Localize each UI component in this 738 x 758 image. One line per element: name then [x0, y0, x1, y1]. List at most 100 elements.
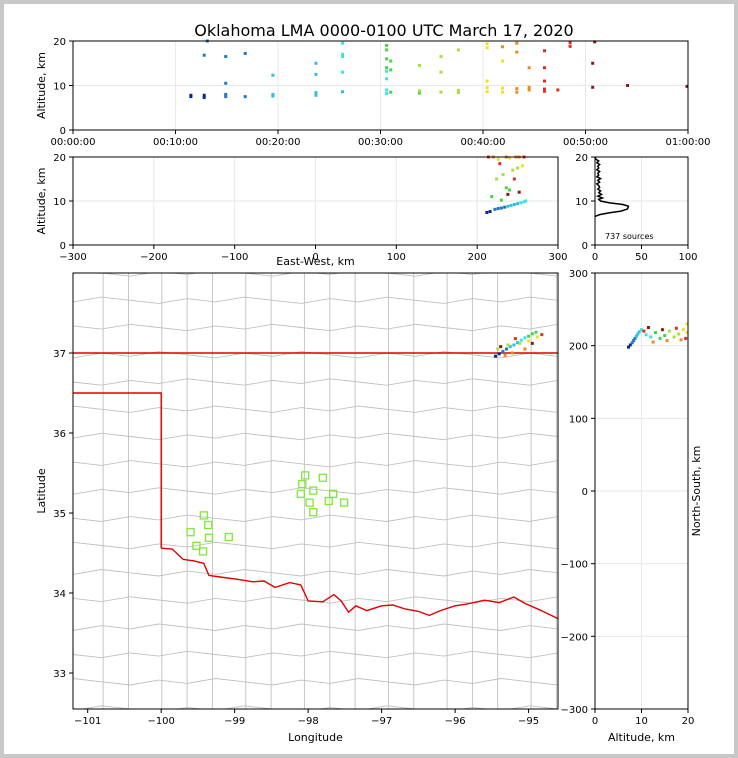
- alt-histogram-ytick-label: 10: [575, 197, 588, 208]
- alt-ew-point: [498, 162, 502, 166]
- county-boundary: [73, 569, 558, 577]
- county-boundary: [73, 432, 558, 441]
- plan-view-point: [513, 337, 517, 341]
- state-boundary: [161, 547, 558, 620]
- ns-alt-point: [674, 326, 678, 330]
- alt-time-point: [543, 66, 546, 70]
- alt-time-point: [515, 50, 519, 54]
- ns-alt-ytick-label: 200: [569, 342, 588, 353]
- plan-view-point: [530, 332, 534, 336]
- alt-time-point: [314, 91, 318, 95]
- ns-alt-point: [632, 339, 636, 343]
- alt-ew-point: [499, 198, 503, 202]
- alt-ew-point: [524, 199, 528, 203]
- alt-time-point: [500, 59, 504, 63]
- ns-alt-xtick-label: 0: [592, 716, 598, 727]
- plan-view-point: [535, 335, 539, 339]
- alt-ew-xtick-label: 300: [548, 252, 567, 263]
- plan-view-point: [516, 341, 520, 345]
- plan-view-xtick-label: −98: [298, 716, 319, 727]
- alt-time-point: [500, 90, 504, 94]
- alt-ew-ytick-label: 10: [53, 197, 66, 208]
- ns-alt-point: [658, 336, 662, 340]
- alt-time-ylabel: Altitude, km: [35, 52, 48, 119]
- station-marker: [186, 528, 195, 537]
- ns-alt-point: [679, 338, 683, 342]
- alt-ew-point: [503, 205, 507, 209]
- county-boundary: [73, 405, 558, 413]
- alt-time-point: [591, 61, 595, 65]
- ns-alt-point: [649, 335, 653, 339]
- alt-time-point: [543, 87, 546, 91]
- station-marker: [324, 496, 333, 506]
- plan-view-points: [494, 330, 544, 358]
- station-marker: [224, 532, 233, 542]
- ns-alt-point: [646, 326, 650, 329]
- alt-time-point: [385, 69, 389, 73]
- alt-time-point: [685, 84, 689, 88]
- alt-time-point: [341, 52, 345, 56]
- alt-time-point: [456, 88, 460, 92]
- alt-ew-point: [508, 156, 511, 160]
- alt-time-point: [543, 79, 546, 83]
- lma-stations: [186, 471, 349, 556]
- station-marker: [318, 473, 327, 482]
- ns-alt-point: [660, 328, 664, 332]
- alt-time-point: [341, 41, 345, 45]
- alt-time-point: [543, 89, 546, 93]
- plan-view-xtick-label: −95: [518, 716, 539, 727]
- ns-alt-point: [665, 339, 669, 343]
- ns-alt-ytick-label: 0: [582, 487, 588, 498]
- county-boundary: [73, 541, 558, 550]
- alt-time-point: [485, 79, 489, 83]
- alt-time-ytick-label: 10: [53, 82, 66, 93]
- alt-ew-point: [493, 207, 497, 211]
- alt-time-point: [527, 85, 531, 89]
- ns-alt-point: [684, 336, 688, 340]
- station-marker: [309, 508, 318, 517]
- alt-time-point: [385, 77, 389, 81]
- alt-ew-point: [519, 201, 523, 205]
- alt-time-point: [626, 84, 630, 87]
- county-boundary: [73, 678, 558, 686]
- plan-view-xtick-label: −100: [147, 716, 174, 727]
- station-marker: [204, 533, 214, 542]
- alt-time-point: [485, 90, 489, 94]
- alt-time-point: [439, 55, 443, 59]
- source-count-label: 737 sources: [605, 232, 654, 241]
- alt-time-point: [224, 55, 228, 59]
- plan-view-point: [494, 354, 498, 358]
- alt-ew-point: [516, 202, 520, 206]
- alt-time-xtick-label: 00:30:00: [358, 137, 403, 148]
- plan-view-point: [505, 347, 509, 351]
- plan-view-point: [527, 334, 531, 338]
- station-marker: [192, 541, 201, 550]
- county-boundary: [73, 460, 558, 468]
- alt-ew-point: [512, 203, 516, 207]
- alt-ew-xtick-label: −200: [140, 252, 167, 263]
- alt-time-point: [202, 96, 206, 100]
- ns-alt-point: [663, 333, 667, 337]
- alt-ew-ylabel: Altitude, km: [35, 167, 48, 234]
- ns-alt-point: [681, 328, 685, 332]
- alt-time-point: [417, 89, 421, 93]
- alt-time-point: [556, 88, 560, 92]
- alt-ew-xlabel: East-West, km: [276, 255, 354, 268]
- ns-alt-ytick-label: −100: [561, 560, 588, 571]
- alt-time-point: [500, 86, 504, 90]
- plan-view-point: [534, 330, 538, 334]
- plan-view-point: [523, 347, 527, 351]
- alt-ew-point: [506, 192, 510, 196]
- ns-alt-ytick-label: 300: [569, 269, 588, 280]
- alt-time-point: [485, 42, 489, 46]
- ns-alt-point: [685, 331, 689, 335]
- alt-time-point: [439, 70, 443, 74]
- alt-time-point: [202, 93, 206, 97]
- station-marker: [340, 498, 349, 507]
- alt-time-axes: 00:00:00 00:10:00 00:20:00 00:30:00 00:40:00…: [35, 37, 710, 148]
- county-boundary: [73, 623, 558, 631]
- plan-view-ytick-label: 35: [53, 509, 66, 520]
- station-marker: [204, 520, 213, 530]
- ns-alt-point: [640, 328, 643, 332]
- alt-time-point: [527, 88, 531, 92]
